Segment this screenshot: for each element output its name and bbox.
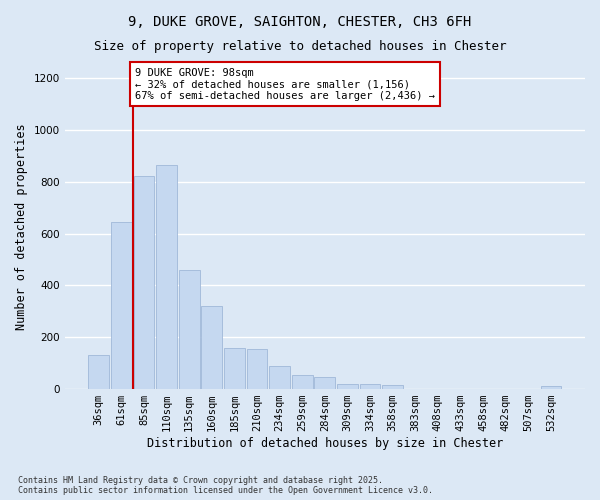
Text: 9 DUKE GROVE: 98sqm
← 32% of detached houses are smaller (1,156)
67% of semi-det: 9 DUKE GROVE: 98sqm ← 32% of detached ho… — [135, 68, 435, 101]
Bar — [247, 349, 268, 389]
Bar — [88, 356, 109, 389]
Bar — [541, 386, 562, 389]
Bar — [179, 270, 200, 389]
Bar — [111, 222, 132, 389]
Text: Size of property relative to detached houses in Chester: Size of property relative to detached ho… — [94, 40, 506, 53]
Bar — [156, 165, 177, 389]
Bar — [202, 306, 222, 389]
Bar — [382, 385, 403, 389]
Bar — [292, 375, 313, 389]
Bar — [314, 378, 335, 389]
Bar — [359, 384, 380, 389]
Bar — [134, 176, 154, 389]
Text: 9, DUKE GROVE, SAIGHTON, CHESTER, CH3 6FH: 9, DUKE GROVE, SAIGHTON, CHESTER, CH3 6F… — [128, 15, 472, 29]
Text: Contains HM Land Registry data © Crown copyright and database right 2025.
Contai: Contains HM Land Registry data © Crown c… — [18, 476, 433, 495]
Y-axis label: Number of detached properties: Number of detached properties — [15, 124, 28, 330]
X-axis label: Distribution of detached houses by size in Chester: Distribution of detached houses by size … — [147, 437, 503, 450]
Bar — [269, 366, 290, 389]
Bar — [224, 348, 245, 389]
Bar — [337, 384, 358, 389]
